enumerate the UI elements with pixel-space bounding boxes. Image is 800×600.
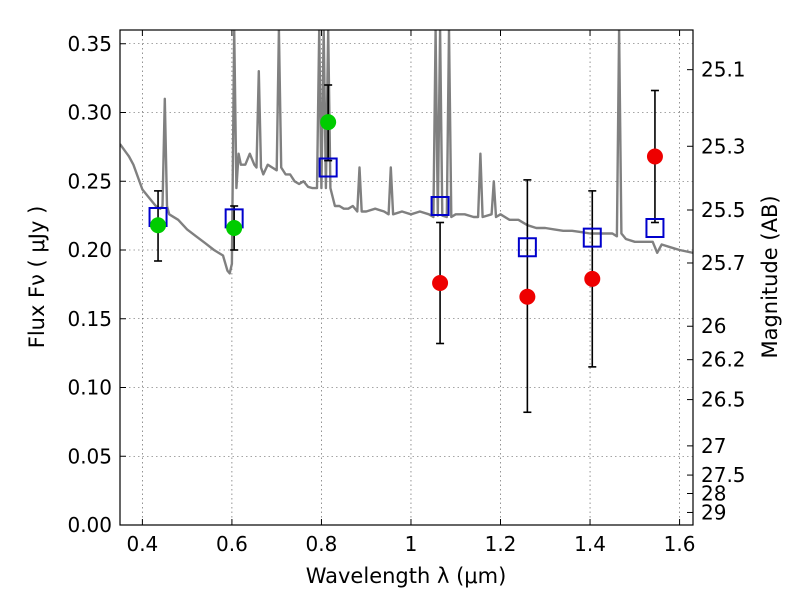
x-tick-label: 0.4 (126, 532, 158, 556)
x-tick-label: 0.8 (306, 532, 338, 556)
y-tick-label: 0.00 (67, 513, 112, 537)
model-point-square (430, 196, 450, 216)
x-tick-label: 1.6 (664, 532, 696, 556)
x-axis-label: Wavelength λ (μm) (306, 564, 507, 588)
y-tick-label: 0.35 (67, 32, 112, 56)
right-tick-label: 25.1 (701, 58, 746, 82)
right-tick-label: 27.5 (701, 463, 746, 487)
spectrum-line (120, 30, 693, 275)
right-tick-label: 26 (701, 314, 726, 338)
model-point-square (645, 218, 665, 238)
spectrum-series (120, 30, 693, 275)
right-tick-label: 25.7 (701, 251, 746, 275)
flux-point-red (519, 288, 536, 305)
flux-point-red (646, 148, 663, 165)
model-point-square (318, 157, 338, 178)
x-tick-label: 0.6 (216, 532, 248, 556)
y-tick-label: 0.30 (67, 101, 112, 125)
right-tick-label: 28 (701, 481, 726, 505)
right-tick-label: 25.5 (701, 198, 746, 222)
tick-labels: 0.4 0.6 0.8 1 1.2 1.4 1.6 0.00 0.05 0.10 0.15 0.20 0… (67, 32, 745, 556)
detection-point (320, 114, 337, 131)
axis-ticks (120, 30, 693, 526)
right-tick-label: 27 (701, 434, 726, 458)
y-tick-label: 0.05 (67, 444, 112, 468)
error-bars (154, 84, 659, 414)
plot-frame (119, 29, 694, 526)
grid-lines (120, 30, 693, 526)
x-tick-label: 1 (405, 532, 418, 556)
y-tick-label: 0.15 (67, 307, 112, 331)
right-tick-label: 26.2 (701, 348, 746, 372)
detection-point (226, 220, 243, 236)
model-point-square (582, 227, 602, 248)
right-axis-label: Magnitude (AB) (758, 195, 782, 358)
y-axis-label: Flux Fν ( μJy ) (25, 206, 49, 349)
y-tick-label: 0.20 (67, 238, 112, 262)
flux-point-red (584, 270, 601, 287)
y-tick-label: 0.25 (67, 169, 112, 193)
right-tick-label: 25.3 (701, 134, 746, 158)
flux-point-red (432, 275, 449, 291)
right-tick-label: 29 (701, 500, 726, 524)
detection-point (150, 217, 167, 234)
model-point-square (517, 237, 537, 258)
x-tick-label: 1.4 (574, 532, 606, 556)
x-tick-label: 1.2 (485, 532, 517, 556)
data-markers (148, 114, 665, 305)
y-tick-label: 0.10 (67, 376, 112, 400)
right-tick-label: 26.5 (701, 388, 746, 412)
